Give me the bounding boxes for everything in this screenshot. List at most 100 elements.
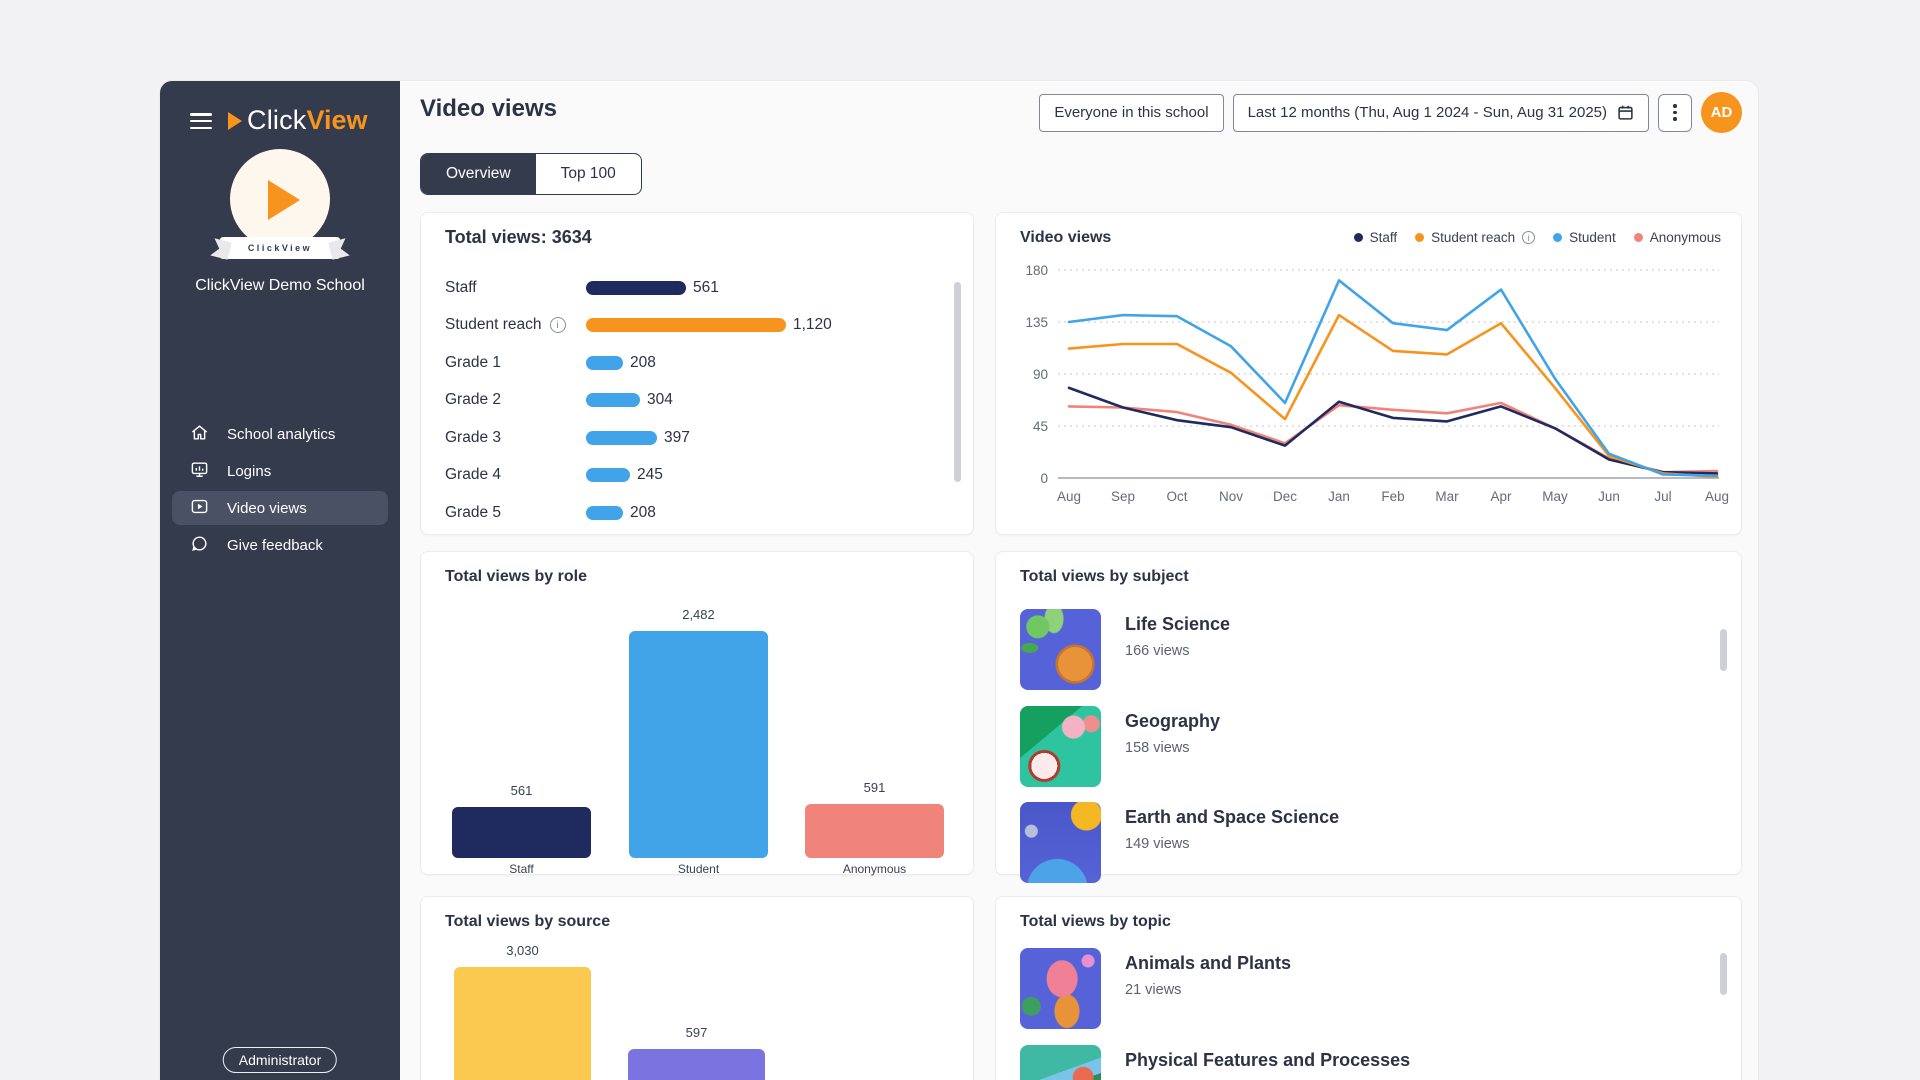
logo-text-view: View: [306, 105, 368, 135]
svg-text:Apr: Apr: [1490, 489, 1512, 504]
sidebar-item-school-analytics[interactable]: School analytics: [172, 417, 388, 451]
media-list-item[interactable]: Animals and Plants 21 views: [1020, 948, 1701, 1029]
svg-text:90: 90: [1033, 367, 1048, 382]
thumbnail-geography: [1020, 706, 1101, 787]
media-list-item[interactable]: Geography 158 views: [1020, 706, 1701, 787]
bar-category-label: Student: [677, 862, 720, 876]
svg-text:45: 45: [1033, 419, 1048, 434]
play-triangle-icon: [268, 180, 300, 220]
bar-value-label: 561: [510, 783, 533, 798]
media-title: Physical Features and Processes: [1125, 1050, 1411, 1070]
media-list-item[interactable]: Physical Features and Processes20 views: [1020, 1045, 1701, 1080]
bar-value: 561: [693, 278, 719, 296]
sidebar-item-give-feedback[interactable]: Give feedback: [172, 528, 388, 562]
thumbnail-animals-plants: [1020, 948, 1101, 1029]
source-bar[interactable]: [628, 1049, 765, 1080]
hamburger-menu-icon[interactable]: [190, 113, 212, 130]
more-options-button[interactable]: [1658, 93, 1692, 132]
svg-text:Jul: Jul: [1654, 489, 1671, 504]
media-list-item[interactable]: Life Science 166 views: [1020, 609, 1701, 690]
bar-label: Staff: [445, 278, 477, 296]
source-bar[interactable]: [454, 967, 591, 1080]
svg-text:Aug: Aug: [1705, 489, 1729, 504]
legend-item-anonymous[interactable]: Anonymous: [1633, 230, 1721, 245]
bar-label: Grade 1: [445, 353, 502, 371]
tab-top-100[interactable]: Top 100: [560, 165, 616, 182]
main-content: Video views Everyone in this school Last…: [400, 81, 1758, 1080]
media-view-count: 166 views: [1125, 643, 1190, 659]
media-title: Life Science: [1125, 614, 1231, 634]
legend-label: Student: [1569, 230, 1616, 245]
play-triangle-icon: [228, 111, 242, 130]
total-views-row: Grade 1 208: [445, 344, 933, 382]
svg-text:135: 135: [1025, 315, 1048, 330]
date-range-button[interactable]: Last 12 months (Thu, Aug 1 2024 - Sun, A…: [1232, 93, 1649, 132]
legend-dot: [1553, 233, 1563, 242]
h-bar: [586, 393, 640, 408]
bar-value: 208: [630, 353, 656, 371]
bar-category-label: Anonymous: [842, 862, 907, 876]
views-by-source-card: Total views by source 3,030 597: [420, 896, 974, 1080]
views-by-source-title: Total views by source: [445, 913, 611, 930]
total-views-card: Total views: 3634 Staff 561 Student reach i…: [420, 212, 974, 535]
media-title: Geography: [1125, 711, 1221, 731]
logo-text-click: Click: [247, 105, 307, 135]
chart-title: Video views: [1020, 229, 1112, 246]
total-views-row: Staff 561: [445, 269, 933, 307]
bar-label: Grade 3: [445, 428, 502, 446]
media-title: Earth and Space Science: [1125, 807, 1340, 827]
total-views-row: Grade 3 397: [445, 419, 933, 457]
video-play-icon: [190, 497, 209, 520]
logins-monitor-icon: [190, 460, 209, 483]
total-views-rows: Staff 561 Student reach i 1,120 Grade 1 208 Gra…: [445, 269, 933, 532]
views-by-subject-card: Total views by subject Life Science 166 v…: [995, 551, 1742, 883]
sidebar-menu: School analytics Logins Video views Give fe…: [160, 414, 400, 565]
sidebar-item-label: Logins: [227, 462, 272, 480]
info-icon[interactable]: i: [1522, 231, 1536, 244]
administrator-badge[interactable]: Administrator: [222, 1047, 338, 1073]
scrollbar[interactable]: [954, 282, 961, 482]
sidebar-item-video-views[interactable]: Video views: [172, 491, 388, 525]
info-icon[interactable]: i: [549, 317, 566, 334]
legend-label: Staff: [1369, 230, 1398, 245]
svg-text:Oct: Oct: [1166, 489, 1187, 504]
role-bar-student[interactable]: [629, 631, 768, 858]
bar-value-label: 2,482: [682, 607, 715, 622]
media-list-item[interactable]: Earth and Space Science 149 views: [1020, 802, 1701, 883]
bar-value: 304: [647, 391, 673, 409]
date-range-label: Last 12 months (Thu, Aug 1 2024 - Sun, A…: [1247, 104, 1607, 121]
audience-filter-button[interactable]: Everyone in this school: [1039, 93, 1224, 132]
bar-label: Grade 5: [445, 503, 502, 521]
scrollbar[interactable]: [1720, 629, 1727, 671]
sidebar-item-logins[interactable]: Logins: [172, 454, 388, 488]
tab-overview[interactable]: Overview: [421, 154, 536, 194]
audience-filter-label: Everyone in this school: [1054, 104, 1209, 121]
views-by-role-card: Total views by role 561 Staff 2,482 Student…: [420, 551, 974, 876]
avatar[interactable]: AD: [1701, 92, 1742, 133]
legend-item-staff[interactable]: Staff: [1353, 230, 1398, 245]
legend-label: Anonymous: [1649, 230, 1721, 245]
bar-category-label: Staff: [509, 862, 534, 876]
feedback-bubble-icon: [190, 534, 209, 557]
bar-label: Student reach i: [445, 316, 586, 334]
svg-text:Dec: Dec: [1273, 489, 1297, 504]
bar-value: 208: [630, 503, 656, 521]
svg-text:May: May: [1542, 489, 1568, 504]
school-name: ClickView Demo School: [195, 277, 365, 294]
legend-label: Student reach: [1431, 230, 1516, 245]
scrollbar[interactable]: [1720, 953, 1727, 995]
total-views-row: Grade 4 245: [445, 457, 933, 495]
bar-value: 1,120: [793, 316, 832, 334]
legend-item-student-reach[interactable]: Student reach i: [1415, 230, 1536, 245]
legend-item-student[interactable]: Student: [1553, 230, 1616, 245]
svg-text:0: 0: [1040, 471, 1048, 486]
thumbnail-life-science: [1020, 609, 1101, 690]
legend-dot: [1633, 233, 1643, 242]
role-bar-staff[interactable]: [452, 807, 591, 858]
sidebar: Click View ClickView ClickView Demo Scho…: [160, 81, 400, 1080]
video-views-chart-card: Video views Staff Student reach i Student An…: [995, 212, 1742, 535]
h-bar: [586, 505, 623, 520]
h-bar: [586, 280, 686, 295]
legend-dot: [1415, 233, 1425, 242]
role-bar-anonymous[interactable]: [805, 804, 944, 858]
